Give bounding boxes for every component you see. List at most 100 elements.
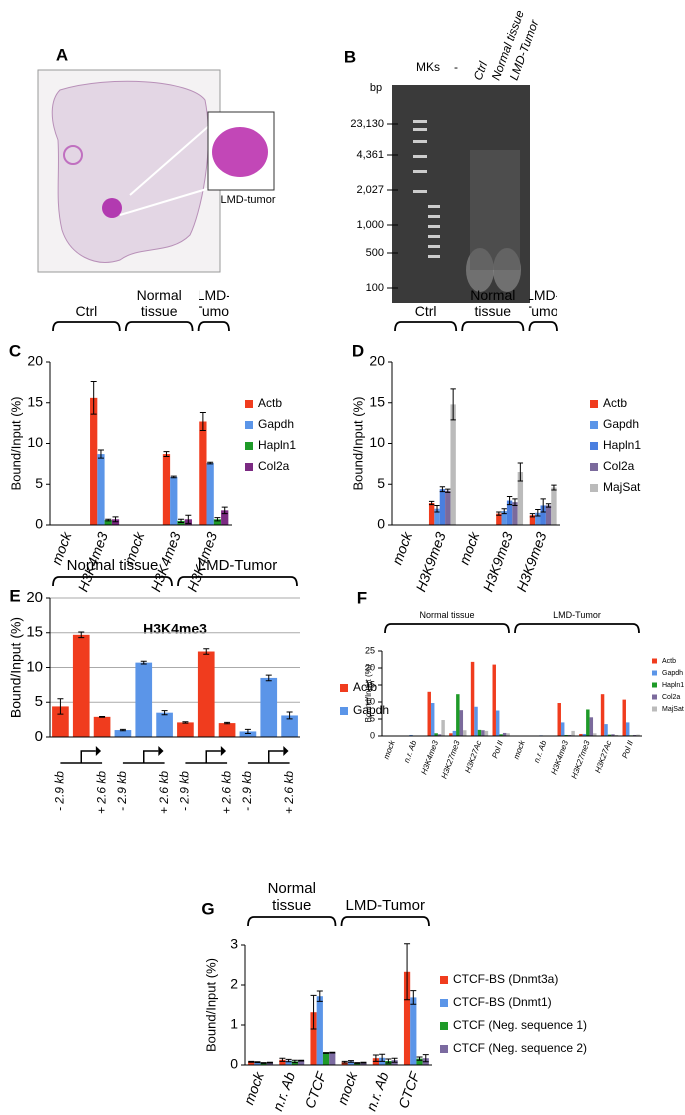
- bar: [266, 1062, 274, 1065]
- error-bar: [391, 1057, 398, 1063]
- legend-swatch: [245, 463, 253, 471]
- bar: [495, 710, 500, 736]
- bar: [135, 662, 153, 737]
- bar: [499, 734, 503, 736]
- x-tick-label: - 2.9 kb: [53, 771, 67, 811]
- group-bracket: [124, 321, 194, 332]
- x-tick-label: H3K4me3: [549, 739, 570, 776]
- x-tick-label: - 2.9 kb: [115, 771, 129, 811]
- bar: [410, 997, 417, 1065]
- bar: [492, 664, 496, 736]
- y-tick-label: 20: [27, 353, 43, 369]
- error-bar: [329, 1051, 336, 1054]
- tumor-inset: [212, 127, 268, 177]
- bar: [449, 733, 453, 736]
- axes: [244, 945, 432, 1066]
- error-bar: [260, 1062, 267, 1064]
- x-tick-label: mock: [334, 1069, 361, 1107]
- bar: [470, 661, 475, 736]
- legend-swatch: [590, 421, 598, 429]
- gene-arrow: [60, 750, 103, 764]
- bar: [502, 732, 507, 736]
- ladder: [413, 120, 440, 258]
- marker-label: 100: [366, 282, 384, 294]
- x-tick-label: n.r. Ab: [532, 739, 549, 764]
- bar: [551, 487, 557, 525]
- y-tick-label: 25: [365, 645, 375, 655]
- legend-label: Col2a: [662, 694, 680, 701]
- arrow-head: [220, 746, 227, 756]
- x-tick-label: H3K27me3: [440, 739, 462, 780]
- group-label: LMD-Tumor: [553, 610, 601, 621]
- panel-label: E: [9, 586, 20, 605]
- group-label: Normal tissue: [136, 287, 182, 319]
- bar: [260, 677, 278, 737]
- bar: [329, 1052, 336, 1065]
- legend-label: Gapdh: [258, 417, 294, 431]
- marker-label: 1,000: [356, 219, 384, 231]
- group-label: Normal tissue: [66, 556, 159, 574]
- bar: [589, 717, 594, 736]
- bar: [354, 1063, 361, 1065]
- y-axis-label: Bound/Input (%): [8, 397, 23, 491]
- group-bracket: [247, 916, 337, 927]
- y-tick-label: 20: [369, 353, 385, 369]
- error-bar: [248, 1060, 255, 1063]
- bar: [97, 454, 105, 525]
- x-tick-label: + 2.6 kb: [94, 771, 108, 814]
- error-bar: [298, 1059, 305, 1062]
- bar: [156, 712, 173, 737]
- arrow-head: [283, 746, 289, 756]
- error-bar: [535, 509, 541, 517]
- error-bar: [385, 1058, 392, 1064]
- error-bar: [410, 990, 417, 1005]
- group-label-box: Normal tissue: [419, 610, 475, 621]
- x-tick-label: Pol II: [620, 739, 635, 760]
- legend-label: Actb: [603, 396, 627, 410]
- bar: [279, 1059, 286, 1065]
- bar: [632, 734, 637, 736]
- annotation: LMD-tumor: [220, 194, 275, 206]
- error-bar: [266, 1061, 273, 1064]
- x-tick-label: H3K27Ac: [593, 739, 613, 774]
- group-bracket: [384, 623, 510, 634]
- x-tick-label: CTCF: [301, 1068, 329, 1110]
- error-bar: [404, 943, 411, 1001]
- legend-swatch: [440, 976, 448, 984]
- panel-label: C: [9, 341, 21, 360]
- axes: [381, 651, 642, 737]
- legend-swatch: [245, 400, 253, 408]
- group-label: LMD-Tumor: [345, 896, 425, 914]
- legend-swatch: [340, 684, 348, 692]
- y-tick-label: 5: [35, 693, 43, 710]
- group-bracket: [514, 623, 640, 634]
- error-bar: [428, 500, 435, 506]
- bar: [310, 1012, 317, 1065]
- bar: [427, 691, 431, 736]
- x-tick-label: + 2.6 kb: [219, 771, 233, 814]
- error-bar: [285, 1058, 292, 1063]
- axes: [49, 362, 232, 526]
- error-bar: [529, 513, 536, 518]
- bar: [281, 715, 298, 737]
- bar: [501, 511, 507, 525]
- legend-label: CTCF-BS (Dnmt3a): [453, 972, 558, 986]
- x-tick-label: + 2.6 kb: [157, 771, 171, 814]
- group-bracket: [461, 321, 525, 332]
- bar: [162, 454, 171, 525]
- error-bar: [422, 1054, 429, 1063]
- bar: [611, 734, 615, 736]
- x-tick-label: + 2.6 kb: [282, 771, 296, 814]
- error-bar: [434, 504, 440, 513]
- y-tick-label: 15: [26, 624, 43, 641]
- error-bar: [439, 486, 446, 493]
- pointer: [129, 124, 211, 196]
- group-label: Normal tissue: [470, 287, 516, 319]
- group-label: Normal tissue: [419, 610, 475, 621]
- error-bar: [450, 388, 456, 421]
- legend-swatch: [590, 400, 598, 408]
- bar: [239, 731, 257, 737]
- legend-label: Actb: [258, 396, 282, 410]
- error-bar: [57, 698, 64, 715]
- error-bar: [203, 648, 210, 655]
